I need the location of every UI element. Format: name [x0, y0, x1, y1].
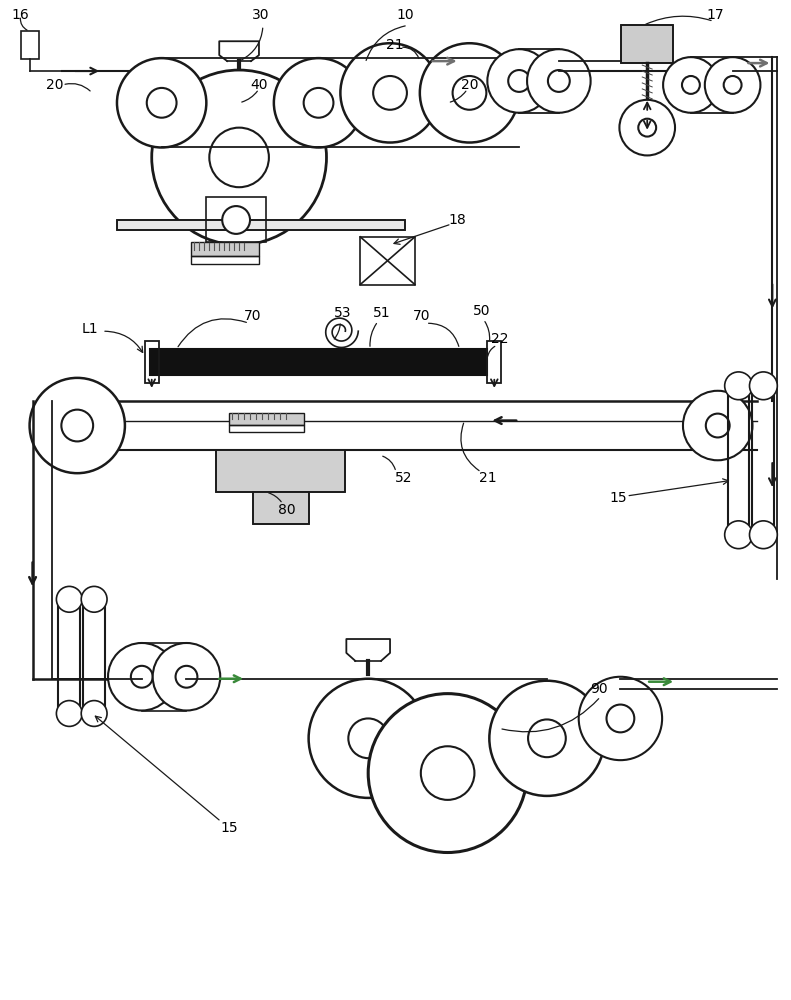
Circle shape — [152, 70, 327, 245]
Bar — [253, 492, 308, 524]
Text: 53: 53 — [334, 306, 351, 320]
Text: 21: 21 — [479, 471, 496, 485]
Circle shape — [131, 666, 153, 688]
Text: 17: 17 — [707, 8, 725, 22]
Text: 15: 15 — [221, 821, 238, 835]
Circle shape — [619, 100, 675, 155]
Circle shape — [373, 76, 407, 110]
Bar — [622, 25, 673, 63]
Text: 50: 50 — [473, 304, 490, 318]
Bar — [752, 386, 774, 535]
Circle shape — [607, 705, 634, 732]
Circle shape — [421, 746, 475, 800]
Bar — [83, 599, 105, 713]
Circle shape — [508, 70, 530, 92]
Circle shape — [117, 58, 206, 147]
Bar — [191, 242, 259, 256]
Circle shape — [308, 679, 428, 798]
Text: 70: 70 — [244, 309, 262, 323]
Text: 18: 18 — [448, 213, 467, 227]
Text: 70: 70 — [413, 309, 430, 323]
Circle shape — [108, 643, 176, 711]
Circle shape — [705, 57, 760, 113]
Circle shape — [528, 719, 566, 757]
Text: L1: L1 — [81, 322, 98, 336]
Circle shape — [750, 521, 778, 549]
Text: 10: 10 — [396, 8, 414, 22]
Circle shape — [706, 414, 729, 437]
Circle shape — [348, 718, 388, 758]
Bar — [145, 341, 159, 383]
Text: 40: 40 — [250, 78, 267, 92]
Bar — [206, 197, 266, 242]
Circle shape — [210, 128, 269, 187]
Circle shape — [56, 701, 82, 726]
Circle shape — [340, 43, 440, 143]
Bar — [216, 450, 346, 492]
Text: 52: 52 — [396, 471, 413, 485]
Text: 51: 51 — [373, 306, 391, 320]
Circle shape — [62, 410, 93, 441]
Text: 21: 21 — [386, 38, 404, 52]
Circle shape — [663, 57, 719, 113]
Circle shape — [304, 88, 334, 118]
Circle shape — [724, 76, 741, 94]
Circle shape — [725, 372, 752, 400]
Bar — [360, 237, 414, 285]
Circle shape — [29, 378, 125, 473]
Bar — [216, 450, 346, 492]
Circle shape — [222, 206, 250, 234]
Bar — [117, 220, 405, 230]
Bar — [622, 25, 673, 63]
Circle shape — [638, 119, 657, 137]
Text: 30: 30 — [252, 8, 270, 22]
Circle shape — [153, 643, 220, 711]
Circle shape — [490, 681, 604, 796]
Circle shape — [682, 76, 700, 94]
Bar — [117, 220, 405, 230]
Bar — [59, 599, 80, 713]
Bar — [253, 492, 308, 524]
Text: 16: 16 — [12, 8, 29, 22]
Circle shape — [274, 58, 363, 147]
Circle shape — [420, 43, 519, 143]
Bar — [21, 31, 39, 59]
Bar — [191, 256, 259, 264]
Circle shape — [579, 677, 662, 760]
Text: 22: 22 — [490, 332, 508, 346]
Text: 15: 15 — [610, 491, 627, 505]
Circle shape — [750, 372, 778, 400]
Circle shape — [176, 666, 198, 688]
Text: 90: 90 — [590, 682, 607, 696]
Circle shape — [527, 49, 591, 113]
Bar — [728, 386, 750, 535]
Circle shape — [81, 586, 107, 612]
Circle shape — [147, 88, 176, 118]
Bar — [229, 425, 304, 432]
Circle shape — [81, 701, 107, 726]
Text: 20: 20 — [460, 78, 479, 92]
Circle shape — [548, 70, 570, 92]
Circle shape — [56, 586, 82, 612]
Circle shape — [452, 76, 486, 110]
Circle shape — [368, 694, 527, 853]
Circle shape — [683, 391, 752, 460]
Circle shape — [487, 49, 551, 113]
Bar — [229, 413, 304, 425]
Text: 20: 20 — [46, 78, 63, 92]
Bar — [149, 349, 487, 375]
Bar — [487, 341, 501, 383]
Circle shape — [725, 521, 752, 549]
Text: 80: 80 — [278, 503, 296, 517]
